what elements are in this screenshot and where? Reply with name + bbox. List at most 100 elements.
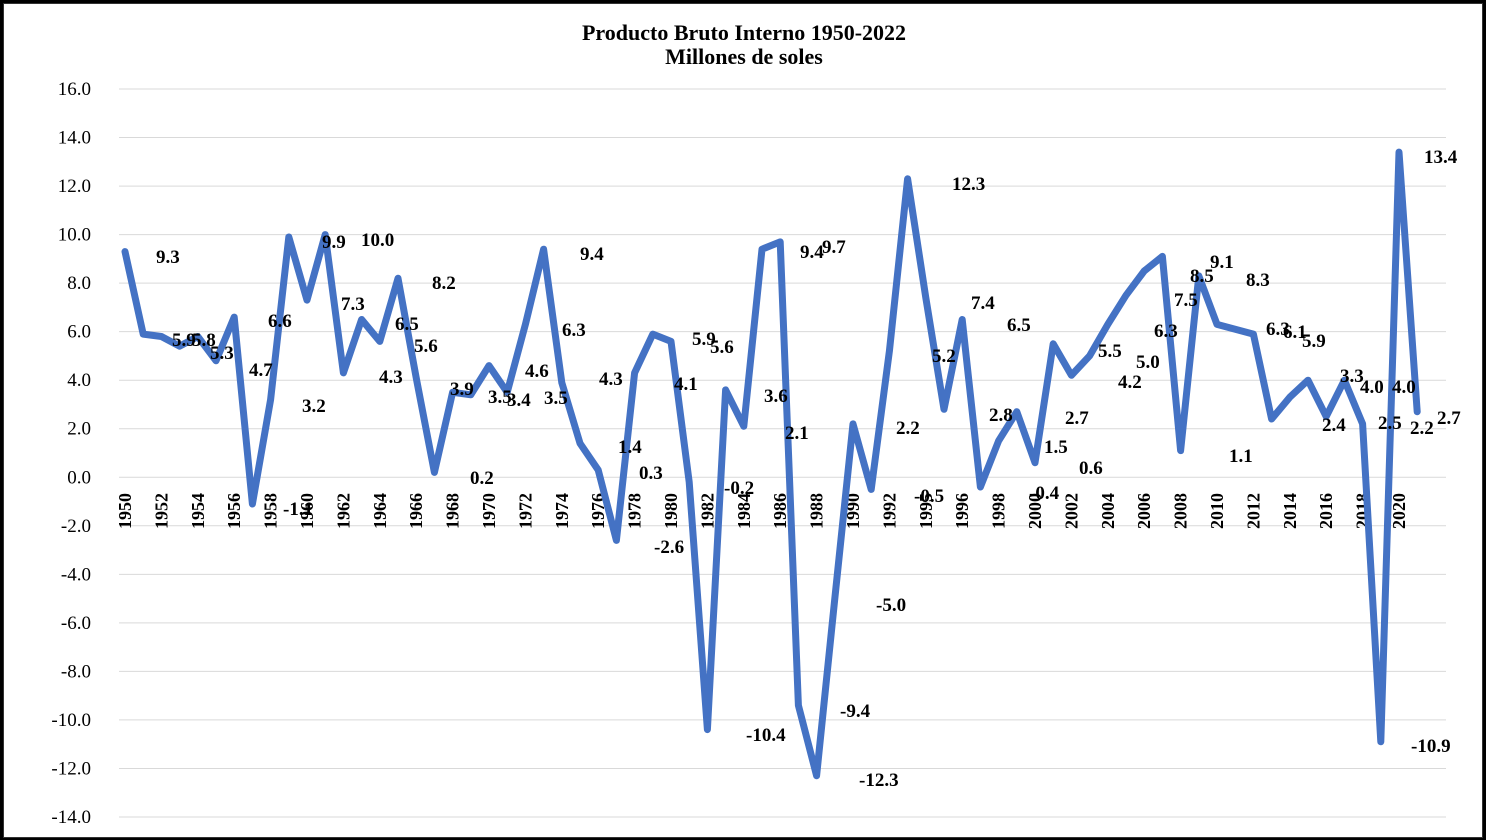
y-tick-label: 6.0 (67, 322, 91, 343)
x-tick-label: 2016 (1316, 493, 1336, 529)
y-tick-label: -8.0 (61, 661, 91, 682)
x-tick-label: 1962 (333, 493, 353, 529)
x-tick-label: 2010 (1207, 493, 1227, 529)
data-label: 2.7 (1437, 408, 1461, 429)
data-label: -0.4 (1029, 483, 1060, 504)
data-label: 2.8 (989, 405, 1013, 426)
data-label: 3.5 (544, 388, 568, 409)
y-tick-label: 4.0 (67, 370, 91, 391)
data-label: 4.0 (1360, 377, 1384, 398)
data-label: 2.2 (1410, 418, 1434, 439)
x-tick-label: 1966 (406, 493, 426, 529)
x-tick-label: 1978 (625, 493, 645, 529)
x-tick-label: 2002 (1061, 493, 1081, 529)
data-label: -10.4 (746, 725, 786, 746)
data-label: 8.3 (1246, 270, 1270, 291)
data-label: 4.3 (379, 367, 403, 388)
chart-title: Producto Bruto Interno 1950-2022 (582, 20, 906, 45)
x-tick-label: 1995 (916, 493, 936, 529)
data-label: 3.4 (507, 390, 531, 411)
x-tick-label: 1980 (661, 493, 681, 529)
data-label: 13.4 (1424, 147, 1458, 168)
data-label: 10.0 (361, 230, 394, 251)
y-axis: 16.0 14.0 12.0 10.0 8.0 6.0 4.0 2.0 0.0 -2.0 -4.0 -… (51, 79, 91, 828)
x-tick-label: 2012 (1243, 493, 1263, 529)
y-tick-label: -6.0 (61, 613, 91, 634)
series-line (121, 148, 1421, 780)
data-label: 2.1 (785, 423, 809, 444)
x-tick-label: 1958 (261, 493, 281, 529)
x-tick-label: 1998 (989, 493, 1009, 529)
data-label: 12.3 (952, 174, 985, 195)
x-axis: 1950 1952 1954 1956 1958 1960 1962 1964 1966 1968… (115, 493, 1409, 529)
x-tick-label: 2014 (1280, 493, 1300, 529)
y-tick-label: 16.0 (58, 79, 91, 100)
data-label: 9.4 (800, 242, 824, 263)
data-label: 5.3 (210, 343, 234, 364)
x-tick-label: 1960 (297, 493, 317, 529)
data-label: 5.9 (1302, 331, 1326, 352)
data-label: 8.2 (432, 273, 456, 294)
data-label: 2.4 (1322, 415, 1346, 436)
data-label: 6.3 (1154, 321, 1178, 342)
data-label: 7.5 (1174, 290, 1198, 311)
data-label: -0.5 (914, 486, 944, 507)
x-tick-label: 2004 (1098, 493, 1118, 529)
data-label: 1.5 (1044, 437, 1068, 458)
x-tick-label: 1996 (952, 493, 972, 529)
data-label: 3.5 (488, 387, 512, 408)
data-label: 4.3 (599, 369, 623, 390)
x-tick-label: 1954 (188, 493, 208, 529)
x-tick-label: 2008 (1171, 493, 1191, 529)
y-tick-label: 12.0 (58, 176, 91, 197)
x-tick-label: 1964 (370, 493, 390, 529)
data-label: 7.3 (341, 294, 365, 315)
data-label: 9.3 (156, 247, 180, 268)
x-tick-label: 1972 (515, 493, 535, 529)
data-label: 8.5 (1190, 266, 1214, 287)
data-label: 6.3 (1266, 319, 1290, 340)
data-label: 4.2 (1118, 372, 1142, 393)
data-label: 5.6 (710, 337, 734, 358)
data-label: 6.5 (1007, 315, 1031, 336)
data-labels: 9.3 5.9 5.85.3 6.6 4.7 -1.1 3.2 9.9 7.3 10.0 4.3 6.… (156, 147, 1461, 791)
data-label: 0.2 (470, 468, 494, 489)
data-label: 5.5 (1098, 341, 1122, 362)
data-label: 2.7 (1065, 408, 1089, 429)
data-label: -1.1 (283, 499, 313, 520)
x-tick-label: 1982 (697, 493, 717, 529)
x-tick-label: 2020 (1389, 493, 1409, 529)
data-label: 1.4 (618, 437, 642, 458)
y-tick-label: -2.0 (61, 516, 91, 537)
data-label: 5.6 (414, 336, 438, 357)
x-tick-label: 1952 (151, 493, 171, 529)
data-label: -0.2 (724, 478, 754, 499)
x-tick-label: 1984 (734, 493, 754, 529)
data-label: 9.9 (322, 232, 346, 253)
y-tick-label: 10.0 (58, 225, 91, 246)
data-label: 4.1 (674, 374, 698, 395)
y-tick-label: 14.0 (58, 128, 91, 149)
data-label: -5.0 (876, 595, 906, 616)
x-tick-label: 2006 (1134, 493, 1154, 529)
chart-subtitle: Millones de soles (665, 44, 823, 69)
data-label: 4.7 (249, 360, 273, 381)
x-tick-label: 2000 (1025, 493, 1045, 529)
y-tick-label: 2.0 (67, 419, 91, 440)
data-label: 3.9 (450, 379, 474, 400)
x-tick-label: 1974 (552, 493, 572, 529)
data-label: 4.0 (1392, 377, 1416, 398)
data-label: -9.4 (840, 701, 871, 722)
data-label: 7.4 (971, 293, 995, 314)
x-tick-label: 1968 (443, 493, 463, 529)
y-tick-label: 8.0 (67, 273, 91, 294)
data-label: 5.8 (192, 330, 216, 351)
data-label: 3.2 (302, 396, 326, 417)
y-tick-label: 0.0 (67, 467, 91, 488)
x-tick-label: 1950 (115, 493, 135, 529)
data-label: 3.6 (764, 386, 788, 407)
data-label: 6.6 (268, 311, 292, 332)
data-label: -2.6 (654, 537, 684, 558)
x-tick-label: 1988 (807, 493, 827, 529)
data-label: 2.2 (896, 418, 920, 439)
